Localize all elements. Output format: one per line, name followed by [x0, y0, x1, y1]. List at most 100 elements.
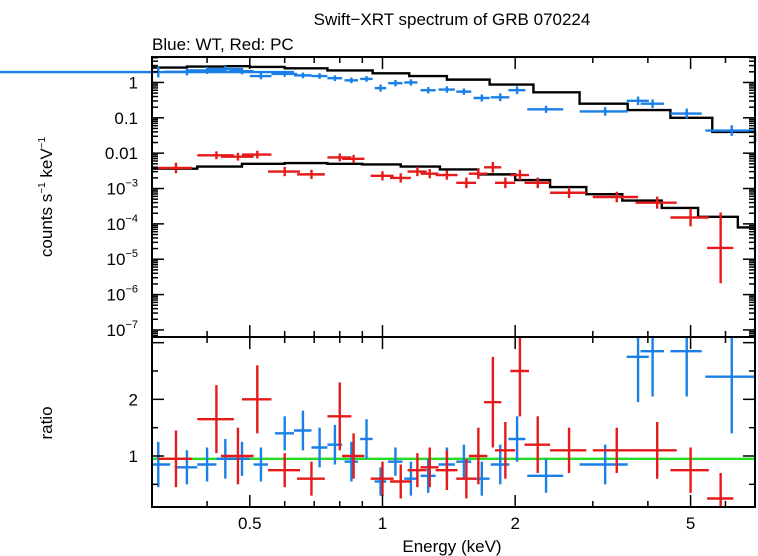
ratio-point-wt	[175, 450, 198, 485]
ratio-point-pc	[484, 356, 502, 448]
ratio-point-wt	[311, 427, 328, 468]
spectrum-point-pc	[420, 169, 439, 179]
spectrum-point-pc	[484, 162, 502, 173]
ratio-y-tick-label: 2	[129, 390, 138, 409]
x-tick-label: 5	[686, 514, 695, 533]
ratio-point-wt	[388, 447, 403, 476]
model-curve-wt	[152, 64, 757, 143]
ratio-point-wt	[233, 441, 250, 476]
ratio-point-pc	[342, 433, 365, 479]
x-tick-label: 0.5	[238, 514, 262, 533]
spectrum-point-wt	[360, 76, 373, 82]
ratio-point-wt	[216, 439, 234, 479]
y-tick-label: 0.1	[114, 109, 138, 128]
spectrum-point-pc	[268, 166, 301, 177]
spectrum-point-pc	[550, 187, 587, 199]
spectrum-point-wt	[388, 79, 403, 87]
spectrum-point-wt	[490, 93, 510, 102]
y-axis-label-ratio: ratio	[37, 406, 56, 439]
ratio-point-pc	[407, 453, 427, 488]
ratio-point-pc	[468, 427, 488, 485]
spectrum-point-pc	[435, 170, 458, 180]
tick-base: 10	[107, 321, 126, 340]
ratio-point-pc	[420, 447, 439, 488]
tick-base: 10	[107, 180, 126, 199]
spectrum-point-pc	[510, 169, 530, 181]
ratio-point-pc	[510, 337, 530, 417]
y-tick-label: 1	[129, 73, 138, 92]
spectrum-point-wt	[404, 79, 418, 86]
ratio-point-pc	[670, 447, 709, 493]
spectrum-point-wt	[344, 77, 359, 84]
tick-base: 10	[107, 250, 126, 269]
ratio-point-wt	[360, 419, 373, 459]
ratio-point-wt	[404, 461, 418, 496]
spectrum-point-pc	[158, 162, 193, 174]
spectrum-point-pc	[220, 152, 254, 161]
ratio-point-wt	[274, 416, 295, 451]
spectrum-point-pc	[197, 151, 234, 160]
ratio-point-wt	[420, 458, 436, 493]
ratio-point-pc	[158, 430, 193, 488]
spectrum-point-wt	[311, 73, 328, 79]
ratio-point-wt	[374, 467, 387, 496]
spectrum-point-pc	[370, 171, 394, 181]
ratio-frame	[151, 336, 756, 508]
spectrum-point-wt	[508, 86, 526, 95]
ratio-point-wt	[152, 441, 171, 488]
tick-exponent: −6	[125, 284, 138, 296]
y-tick-label: 10−4	[107, 213, 138, 234]
ratio-point-pc	[707, 473, 734, 507]
spectrum-point-pc	[456, 177, 477, 189]
ratio-point-pc	[592, 427, 639, 473]
y-tick-label: 10−6	[107, 284, 138, 305]
ratio-point-wt	[508, 416, 526, 462]
y-axis-label-spectrum: counts s−1 keV−1	[37, 136, 56, 257]
ratio-y-tick-label: 1	[129, 447, 138, 466]
ratio-point-pc	[241, 365, 272, 434]
ratio-point-pc	[197, 385, 234, 454]
ratio-point-wt	[456, 444, 472, 479]
spectrum-point-pc	[592, 191, 639, 203]
ratio-point-pc	[220, 427, 254, 485]
spectrum-point-wt	[249, 72, 272, 80]
ratio-point-wt	[253, 447, 269, 482]
tick-exponent: −7	[125, 319, 138, 331]
ratio-point-wt	[527, 458, 564, 493]
y-tick-label: 10−7	[107, 319, 138, 340]
tick-exponent: −5	[125, 248, 138, 260]
tick-exponent: −4	[125, 213, 138, 225]
tick-base: 10	[107, 215, 126, 234]
spectrum-point-pc	[670, 208, 709, 227]
spectrum-point-pc	[389, 173, 411, 183]
y-tick-label: 10−5	[107, 248, 138, 269]
ratio-panel	[152, 337, 755, 507]
spectrum-point-pc	[707, 212, 734, 284]
spectrum-point-wt	[527, 105, 564, 113]
y-tick-label: 10−3	[107, 178, 138, 199]
chart-subtitle: Blue: WT, Red: PC	[152, 35, 294, 54]
ratio-point-wt	[197, 447, 217, 482]
ratio-point-wt	[670, 337, 702, 397]
ratio-point-pc	[495, 422, 516, 479]
tick-exponent: −3	[125, 178, 138, 190]
spectrum-point-pc	[241, 150, 272, 159]
spectrum-point-pc	[327, 153, 352, 162]
spectrum-point-pc	[297, 169, 325, 179]
y-tick-label: 0.01	[105, 144, 138, 163]
ratio-point-pc	[550, 427, 587, 473]
ratio-point-pc	[389, 464, 411, 499]
spectrum-point-wt	[327, 75, 343, 82]
ratio-point-pc	[370, 461, 394, 496]
ylabel-mid: keV	[37, 148, 56, 183]
ratio-point-wt	[344, 441, 359, 482]
spectrum-point-pc	[468, 168, 488, 179]
spectrum-point-wt	[374, 84, 387, 92]
ratio-point-pc	[268, 453, 301, 488]
spectrum-point-pc	[407, 166, 427, 177]
ratio-point-pc	[635, 422, 677, 479]
spectrum-point-pc	[635, 196, 677, 209]
spectrum-point-wt	[579, 107, 628, 116]
